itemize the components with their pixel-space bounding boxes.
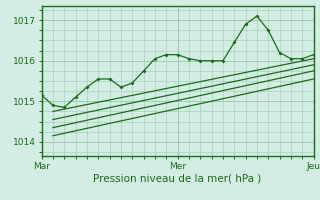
- X-axis label: Pression niveau de la mer( hPa ): Pression niveau de la mer( hPa ): [93, 173, 262, 183]
